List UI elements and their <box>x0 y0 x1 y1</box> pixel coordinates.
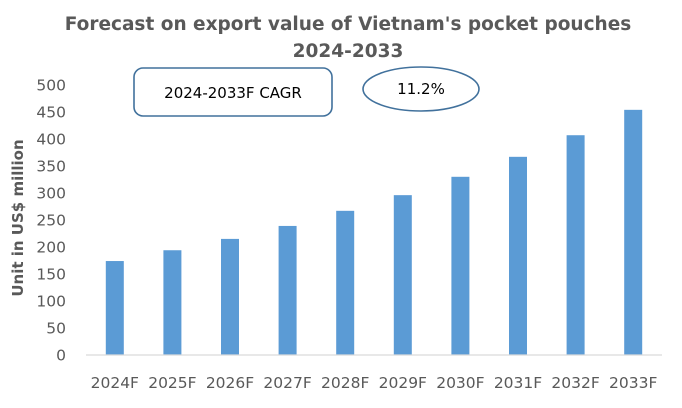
x-tick-label: 2024F <box>91 374 139 392</box>
y-tick-label: 250 <box>36 212 66 230</box>
bar-2027F <box>278 225 297 355</box>
y-tick-label: 450 <box>36 104 66 122</box>
x-tick-label: 2033F <box>609 374 657 392</box>
y-tick-label: 200 <box>36 239 66 257</box>
cagr-value: 11.2% <box>397 80 445 98</box>
y-tick-label: 300 <box>36 185 66 203</box>
bar-2024F <box>105 261 124 355</box>
bars <box>105 109 643 355</box>
y-axis-ticks: 0 50 100 150 200 250 300 350 400 450 500 <box>36 77 66 365</box>
y-tick-label: 100 <box>36 293 66 311</box>
y-tick-label: 400 <box>36 131 66 149</box>
bar-2031F <box>509 156 527 355</box>
chart-title-line2: 2024-2033 <box>293 41 404 62</box>
bar-2030F <box>451 176 470 355</box>
bar-2025F <box>163 250 182 355</box>
chart-title-line1: Forecast on export value of Vietnam's po… <box>65 14 632 35</box>
y-tick-label: 50 <box>46 320 66 338</box>
y-tick-label: 150 <box>36 266 66 284</box>
x-tick-label: 2027F <box>263 374 311 392</box>
bar-2026F <box>221 238 239 355</box>
bar-2033F <box>624 109 643 355</box>
x-tick-label: 2026F <box>206 374 254 392</box>
y-tick-label: 500 <box>36 77 66 95</box>
x-tick-label: 2029F <box>379 374 427 392</box>
x-tick-label: 2030F <box>436 374 484 392</box>
x-tick-label: 2031F <box>494 374 542 392</box>
x-tick-label: 2025F <box>148 374 196 392</box>
x-tick-label: 2032F <box>551 374 599 392</box>
x-tick-label: 2028F <box>321 374 369 392</box>
bar-2029F <box>393 195 412 355</box>
cagr-label: 2024-2033F CAGR <box>164 84 302 102</box>
y-axis-label: Unit in US$ million <box>9 139 27 296</box>
y-tick-label: 0 <box>56 347 66 365</box>
bar-2028F <box>336 210 355 355</box>
y-tick-label: 350 <box>36 158 66 176</box>
bar-2032F <box>566 135 585 355</box>
x-axis-ticks: 2024F 2025F 2026F 2027F 2028F 2029F 2030F 2031F… <box>91 374 658 392</box>
cagr-label-box <box>133 67 333 117</box>
cagr-value-ellipse <box>362 66 480 112</box>
